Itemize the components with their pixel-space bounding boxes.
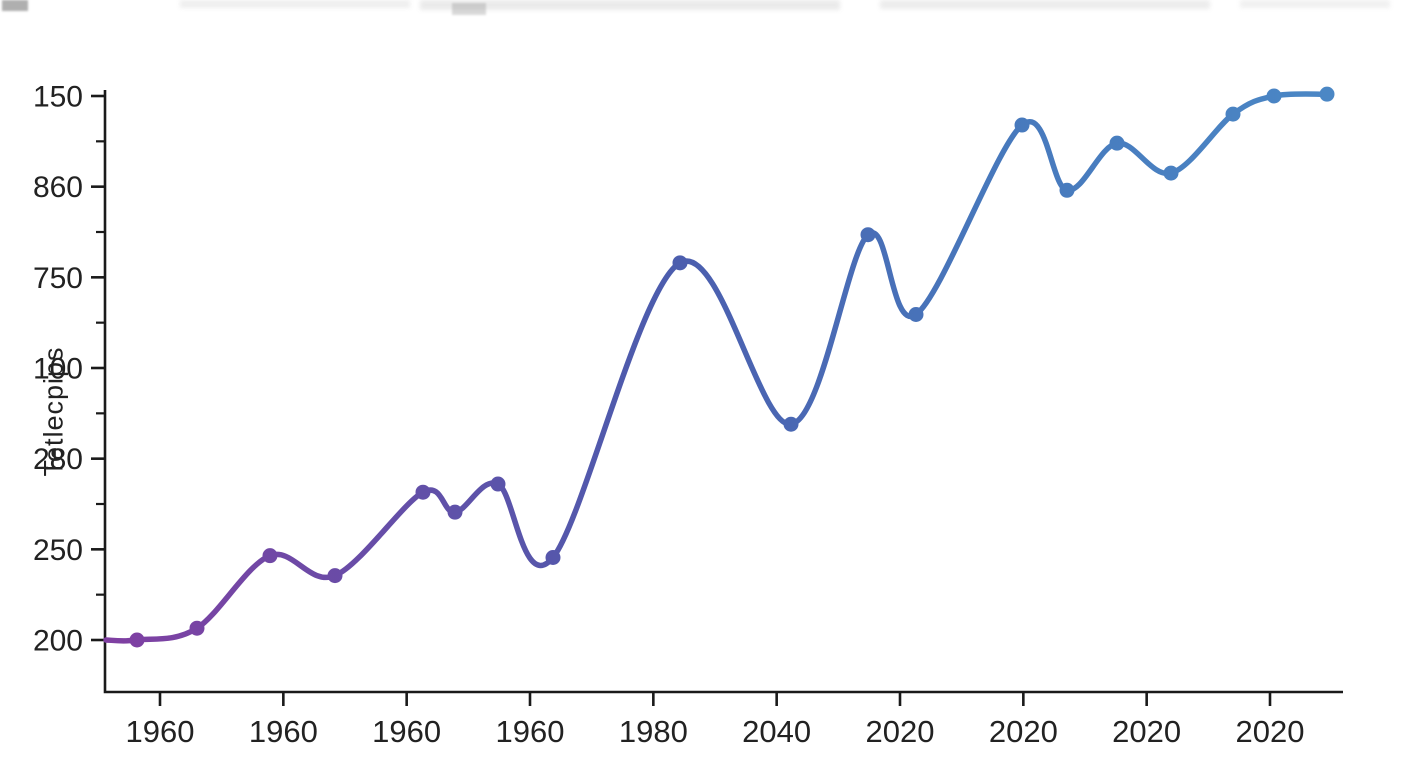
y-tick-label: 280 [33,443,83,476]
data-point-marker [189,620,205,636]
data-point-marker [447,504,463,520]
x-tick-label: 1960 [126,714,195,749]
data-point-marker [1014,117,1030,133]
data-point-marker [1266,88,1282,104]
y-tick-label: 150 [33,81,83,114]
x-tick-label: 2040 [742,714,811,749]
y-tick-label: 860 [33,171,83,204]
data-point-marker [129,632,145,648]
y-tick-label: 750 [33,262,83,295]
axes-spines [103,90,1343,694]
x-tick-label: 2020 [989,714,1058,749]
x-tick-label: 1960 [249,714,318,749]
y-tick-label: 250 [33,534,83,567]
data-line [103,91,1330,644]
data-point-marker [490,476,506,492]
x-tick-label: 1960 [372,714,441,749]
data-point-marker [1225,106,1241,122]
data-point-marker [262,548,278,564]
x-tick-label: 2020 [1236,714,1305,749]
data-point-marker [1109,135,1125,151]
x-tick-label: 1980 [619,714,688,749]
data-point-marker [545,549,561,565]
data-point-marker [783,416,799,432]
x-tick-label: 2020 [1112,714,1181,749]
data-point-marker [1319,86,1335,102]
y-tick-label: 100 [33,353,83,386]
data-point-marker [415,484,431,500]
data-point-marker [672,255,688,271]
data-point-marker [860,227,876,243]
data-point-marker [1059,182,1075,198]
data-point-marker [327,568,343,584]
y-axis-title: Tetlecpips [38,346,69,477]
x-tick-label: 2020 [866,714,935,749]
x-tick-label: 1960 [496,714,565,749]
data-point-marker [908,307,924,323]
data-point-marker [1163,165,1179,181]
y-tick-label: 200 [33,625,83,658]
